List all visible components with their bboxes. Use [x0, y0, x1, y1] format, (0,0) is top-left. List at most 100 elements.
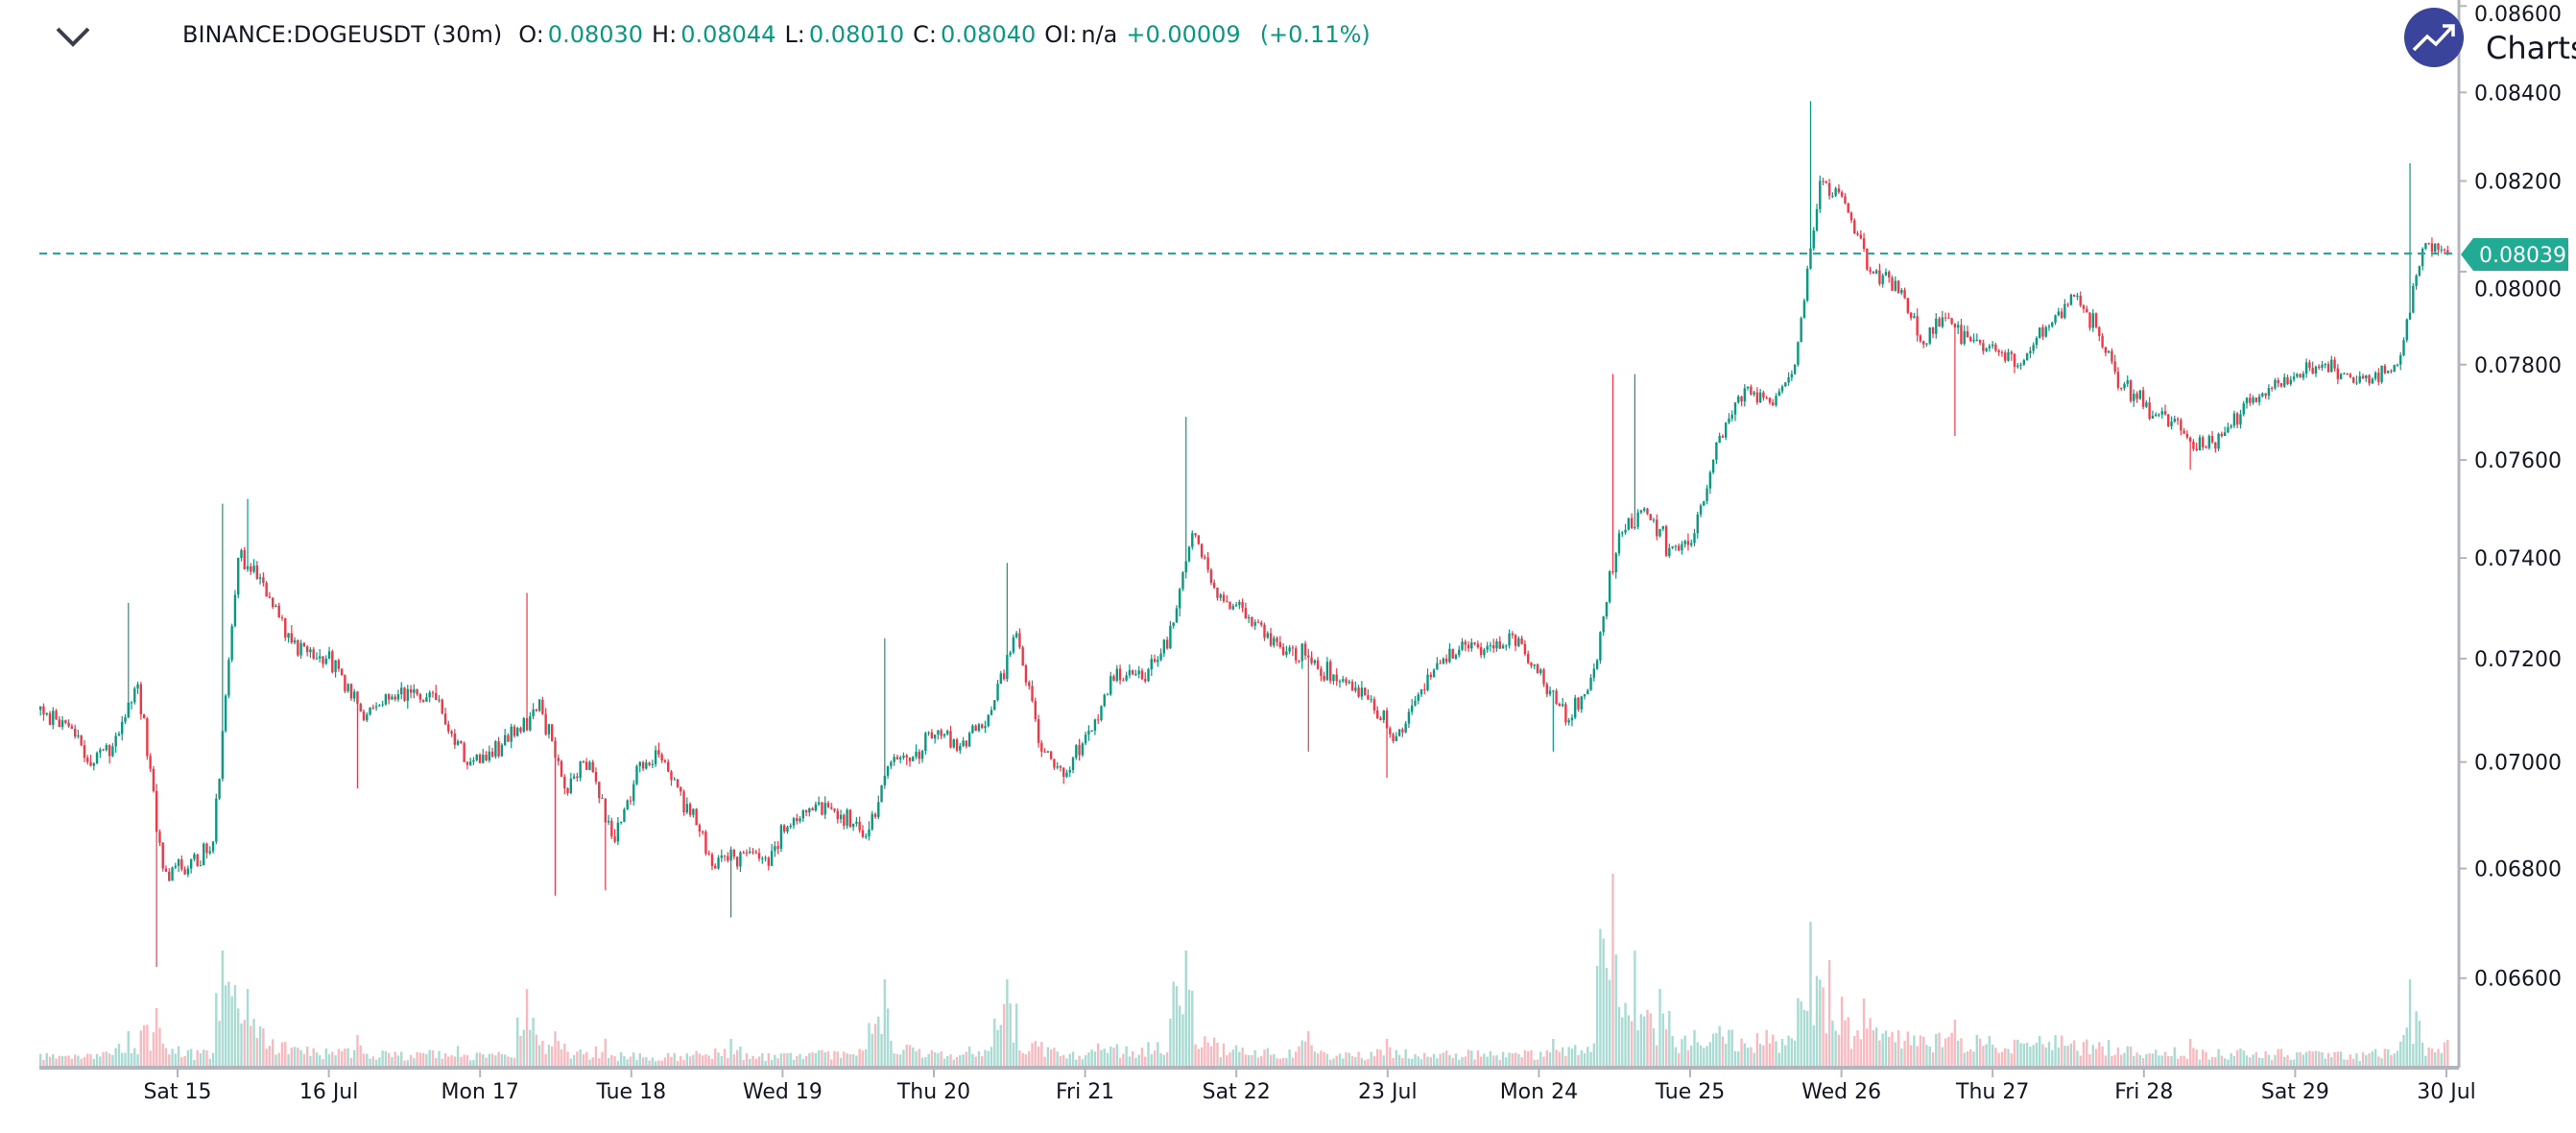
- candle-body: [1511, 633, 1515, 636]
- candle-body: [183, 869, 186, 875]
- volume-bar: [1523, 1049, 1527, 1066]
- volume-bar: [60, 1055, 64, 1066]
- candle: [2390, 369, 2393, 374]
- collapse-chevron-icon[interactable]: [54, 23, 92, 50]
- candle-body: [739, 852, 742, 867]
- volume-bar: [1674, 1047, 1678, 1066]
- candle: [1775, 393, 1777, 407]
- candle-body: [2029, 350, 2032, 354]
- candle-body: [1772, 402, 1775, 406]
- candle: [1505, 644, 1508, 651]
- candle: [1128, 664, 1132, 679]
- candle: [1599, 631, 1602, 664]
- candle: [1024, 663, 1028, 687]
- candle: [1699, 503, 1703, 518]
- candle: [1777, 388, 1780, 397]
- candle-body: [990, 710, 993, 715]
- time-tick-label: Sat 29: [2261, 1080, 2329, 1104]
- time-axis[interactable]: Sat 15 16 Jul Mon 17 Tue 18 Wed 19 Thu 20 Fri …: [143, 1068, 2476, 1104]
- candle: [1508, 629, 1511, 649]
- candle: [114, 732, 117, 753]
- candle-body: [1348, 681, 1350, 684]
- candle-body: [1728, 418, 1730, 423]
- volume-bar: [1410, 1058, 1414, 1066]
- candle: [418, 692, 422, 704]
- volume-bar: [1819, 979, 1822, 1066]
- volume-bar: [105, 1051, 108, 1066]
- candle-body: [149, 756, 152, 769]
- candle-body: [541, 699, 544, 714]
- volume-bar: [660, 1060, 663, 1066]
- candle-body: [1715, 442, 1718, 460]
- volume-bar: [366, 1053, 369, 1066]
- candle-body: [243, 549, 246, 569]
- candle: [465, 760, 469, 770]
- candle-body: [2415, 275, 2418, 286]
- symbol-title[interactable]: BINANCE:DOGEUSDT (30m): [182, 21, 503, 48]
- candle: [2289, 375, 2292, 387]
- candle-body: [927, 732, 930, 734]
- volume-bar: [2318, 1051, 2321, 1066]
- candle: [1874, 269, 1878, 275]
- volume-bar: [2283, 1056, 2286, 1066]
- volume-bar: [2188, 1039, 2192, 1066]
- candle: [855, 817, 858, 827]
- trend-up-icon[interactable]: [2404, 8, 2464, 67]
- candle-body: [1514, 635, 1517, 646]
- candle-body: [1131, 669, 1134, 675]
- candle-body: [1461, 641, 1464, 650]
- candle-body: [707, 854, 710, 856]
- candle-body: [735, 856, 739, 867]
- volume-bar: [727, 1058, 729, 1066]
- volume-bar: [1439, 1053, 1442, 1066]
- candle-body: [2069, 294, 2073, 305]
- candle-body: [503, 735, 507, 745]
- candle: [127, 602, 130, 719]
- candle-body: [1888, 272, 1891, 277]
- candle: [1363, 687, 1367, 696]
- candle: [510, 723, 513, 749]
- candle: [811, 807, 814, 811]
- candle: [1583, 693, 1586, 700]
- candle: [1595, 659, 1599, 670]
- candle: [396, 689, 400, 702]
- candle-body: [861, 830, 865, 837]
- volume-bar: [1642, 1016, 1646, 1066]
- candle: [1589, 674, 1592, 691]
- candle: [1028, 680, 1031, 690]
- candle: [1106, 692, 1109, 696]
- candle-body: [1740, 396, 1743, 402]
- candle-body: [1442, 658, 1445, 663]
- candle: [839, 809, 843, 824]
- volume-bar: [2304, 1051, 2308, 1066]
- candle: [2094, 312, 2098, 329]
- candle-body: [1206, 557, 1209, 570]
- candle-body: [2355, 382, 2358, 384]
- candle-body: [246, 566, 250, 569]
- candle-body: [1118, 668, 1122, 681]
- candle-body: [836, 810, 839, 820]
- volume-bar: [1605, 968, 1609, 1066]
- candle-body: [1244, 608, 1248, 619]
- volume-bar: [2207, 1059, 2210, 1066]
- brand-text[interactable]: Charts p: [2486, 30, 2576, 66]
- candle-body: [1106, 694, 1109, 696]
- volume-bar: [1464, 1056, 1467, 1066]
- candle: [915, 744, 918, 759]
- volume-bar: [1652, 1028, 1656, 1066]
- volume-bar: [1888, 1037, 1891, 1066]
- candle-body: [886, 765, 890, 776]
- candle: [2129, 379, 2133, 403]
- candle: [1096, 713, 1100, 725]
- volume-bar: [2446, 1039, 2449, 1066]
- candle-body: [1708, 472, 1712, 489]
- candle-body: [1891, 277, 1894, 291]
- price-axis[interactable]: 0.086000.084000.082000.080000.078000.076…: [2459, 3, 2562, 992]
- candle-body: [1401, 729, 1404, 733]
- candle: [2000, 350, 2004, 357]
- volume-bar: [1545, 1049, 1548, 1066]
- candle-body: [2373, 373, 2377, 379]
- candle: [240, 548, 243, 562]
- volume-bar: [2314, 1050, 2318, 1066]
